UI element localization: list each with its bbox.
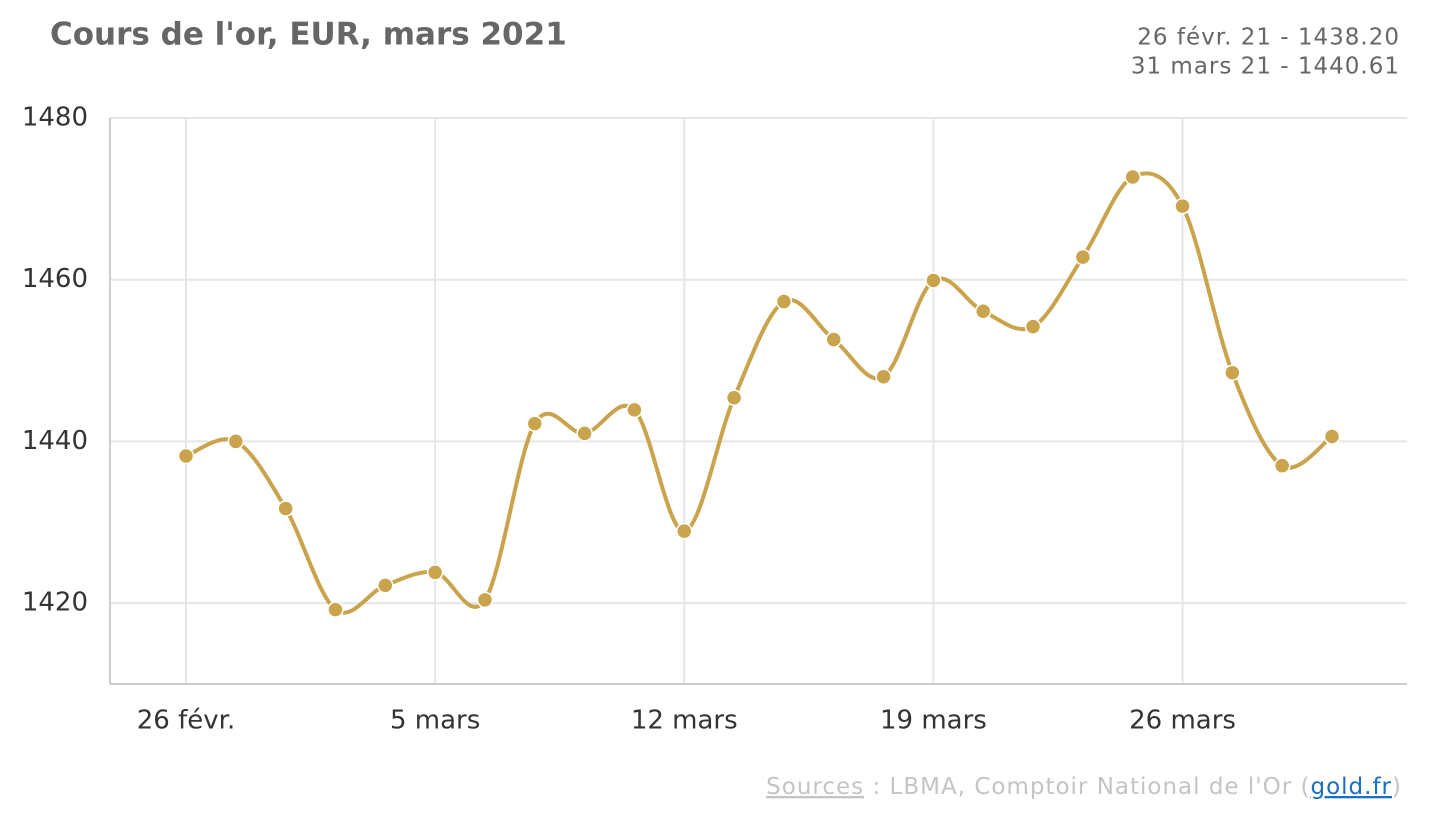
point — [377, 577, 394, 594]
y-tick-label: 1460 — [22, 264, 88, 294]
point — [875, 368, 892, 385]
point — [526, 415, 544, 432]
point — [1074, 248, 1092, 266]
x-tick-label: 26 mars — [1129, 706, 1236, 736]
y-tick-label: 1480 — [22, 103, 88, 133]
point — [974, 302, 992, 320]
point — [1174, 197, 1191, 215]
y-tick-label: 1420 — [22, 588, 88, 618]
x-tick-label: 26 févr. — [137, 706, 235, 736]
x-tick-label: 12 mars — [631, 706, 738, 736]
point — [925, 272, 942, 289]
chart-title: Cours de l'or, EUR, mars 2021 — [50, 17, 567, 53]
point — [725, 389, 743, 407]
point — [1224, 364, 1241, 381]
x-tick-label: 5 mars — [390, 706, 480, 736]
point — [775, 293, 793, 310]
source-text: : LBMA, Comptoir National de l'Or ( — [864, 774, 1310, 800]
point — [1124, 168, 1141, 186]
point — [1024, 318, 1042, 335]
plot — [177, 168, 1341, 618]
point — [626, 401, 643, 419]
y-tick-label: 1440 — [22, 426, 88, 456]
summary-end: 31 mars 21 - 1440.61 — [1131, 54, 1400, 80]
point — [476, 591, 494, 609]
point — [1273, 457, 1291, 474]
point — [676, 522, 693, 540]
source-end: ) — [1392, 774, 1402, 800]
point — [825, 331, 842, 348]
source: Sources : LBMA, Comptoir National de l'O… — [766, 774, 1402, 800]
site-link[interactable]: gold.fr — [1310, 774, 1392, 800]
grid: 1420 1440 1460 1480 26 févr. 5 mars 12 mars 19 … — [22, 103, 1407, 736]
point — [426, 564, 444, 581]
point — [1323, 428, 1341, 445]
point — [177, 447, 195, 465]
point — [277, 500, 294, 517]
x-tick-label: 19 mars — [880, 706, 987, 736]
point — [576, 425, 593, 442]
source-link[interactable]: Sources — [766, 774, 864, 800]
point — [227, 433, 245, 450]
summary-start: 26 févr. 21 - 1438.20 — [1137, 25, 1400, 51]
line — [185, 171, 1334, 615]
point — [327, 601, 344, 618]
